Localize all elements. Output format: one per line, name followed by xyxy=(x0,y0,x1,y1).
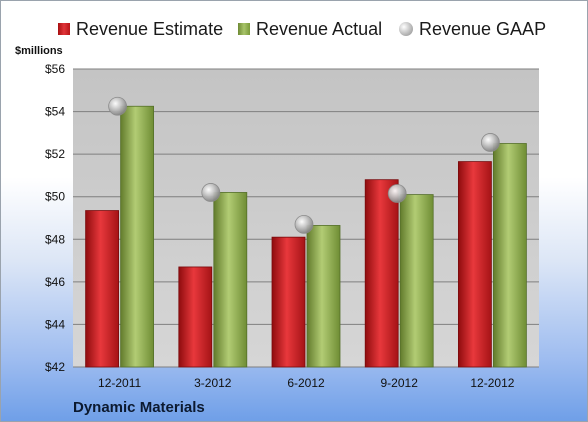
x-tick-label: 6-2012 xyxy=(287,376,325,390)
marker-revenue-gaap xyxy=(201,183,221,202)
bar-revenue-estimate xyxy=(271,236,306,368)
company-name: Dynamic Materials xyxy=(73,399,205,416)
bars xyxy=(85,105,527,368)
marker-revenue-gaap xyxy=(480,133,500,152)
x-axis-ticks: 12-2011 3-2012 6-2012 9-2012 12-2012 xyxy=(98,376,515,390)
y-tick-label: $42 xyxy=(45,360,65,374)
legend-item-revenue-estimate: Revenue Estimate xyxy=(58,15,223,43)
chart-legend: Revenue Estimate Revenue Actual Revenue … xyxy=(1,15,587,43)
bar-revenue-actual xyxy=(306,225,341,368)
legend-swatch-gaap-icon xyxy=(399,22,413,36)
bar-revenue-actual xyxy=(120,105,154,368)
legend-swatch-estimate-icon xyxy=(58,23,70,35)
x-tick-label: 3-2012 xyxy=(194,376,232,390)
gaap-markers xyxy=(108,96,500,234)
marker-revenue-gaap xyxy=(387,184,407,203)
y-tick-label: $52 xyxy=(45,147,65,161)
legend-label-actual: Revenue Actual xyxy=(256,18,383,39)
marker-revenue-gaap xyxy=(294,214,314,234)
y-axis-ticks: $42 $44 $46 $48 $50 $52 $54 $56 xyxy=(45,62,65,374)
y-tick-label: $44 xyxy=(45,317,65,331)
bar-revenue-actual xyxy=(213,192,248,368)
bar-revenue-estimate xyxy=(364,179,399,368)
bar-revenue-estimate xyxy=(85,210,119,368)
x-tick-label: 12-2012 xyxy=(470,376,514,390)
bar-revenue-actual xyxy=(492,143,527,368)
bar-revenue-estimate xyxy=(178,266,213,368)
legend-item-revenue-actual: Revenue Actual xyxy=(238,15,382,43)
legend-label-gaap: Revenue GAAP xyxy=(419,18,547,39)
legend-label-estimate: Revenue Estimate xyxy=(76,18,224,39)
y-axis-unit-label: $millions xyxy=(15,45,63,57)
marker-revenue-gaap xyxy=(108,96,127,116)
x-tick-label: 12-2011 xyxy=(98,376,141,390)
x-tick-label: 9-2012 xyxy=(381,376,419,390)
y-tick-label: $56 xyxy=(45,62,65,76)
bar-revenue-actual xyxy=(399,194,434,368)
y-tick-label: $54 xyxy=(45,105,65,119)
bar-revenue-estimate xyxy=(457,161,492,368)
legend-swatch-actual-icon xyxy=(238,23,250,35)
legend-item-revenue-gaap: Revenue GAAP xyxy=(399,15,546,43)
y-tick-label: $46 xyxy=(45,275,65,289)
y-tick-label: $48 xyxy=(45,232,65,246)
y-tick-label: $50 xyxy=(45,190,65,204)
